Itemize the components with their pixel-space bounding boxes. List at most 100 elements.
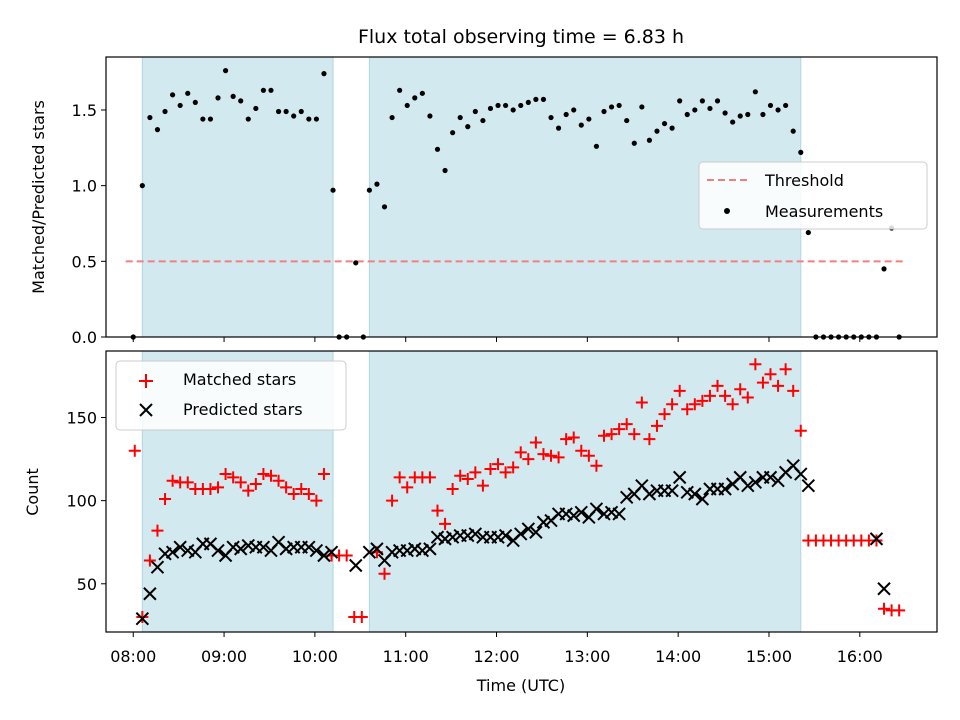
- predicted-stars-point: [498, 528, 513, 543]
- measurement-point: [397, 87, 403, 93]
- predicted-stars-point: [529, 525, 543, 539]
- x-tick-label: 10:00: [292, 647, 338, 666]
- measurement-point: [291, 113, 297, 119]
- predicted-stars-point: [589, 502, 604, 516]
- measurement-point: [374, 181, 380, 187]
- measurement-point: [321, 71, 327, 77]
- matched-stars-point: [703, 389, 716, 402]
- predicted-stars-point: [234, 542, 248, 556]
- legend-predicted-swatch: [139, 403, 153, 417]
- measurement-point: [472, 108, 478, 115]
- measurement-point: [245, 116, 251, 122]
- matched-stars-point: [681, 403, 694, 416]
- measurement-point: [661, 120, 668, 127]
- measurement-point: [881, 266, 887, 272]
- predicted-stars-point: [642, 487, 657, 501]
- matched-stars-point: [552, 451, 565, 464]
- matched-stars-point: [401, 481, 414, 494]
- measurement-point: [487, 105, 494, 112]
- measurement-point: [366, 187, 372, 193]
- measurement-point: [170, 92, 176, 98]
- measurement-point: [465, 124, 471, 130]
- predicted-stars-point: [150, 560, 165, 574]
- measurement-point: [381, 204, 388, 210]
- matched-stars-point: [537, 448, 550, 461]
- predicted-stars-point: [317, 548, 331, 563]
- measurement-point: [419, 90, 425, 96]
- top-y-tick-label: 0.5: [72, 252, 97, 271]
- measurement-point: [185, 90, 191, 96]
- x-tick-label: 09:00: [201, 647, 247, 666]
- legend-predicted-label: Predicted stars: [183, 400, 303, 419]
- matched-stars-point: [635, 396, 648, 409]
- measurement-point: [737, 113, 743, 119]
- top-y-tick-label: 1.5: [72, 101, 97, 120]
- predicted-stars-point: [688, 487, 702, 501]
- measurement-point: [775, 107, 781, 113]
- matched-stars-point: [507, 461, 520, 474]
- bottom-shaded-interval: [368, 350, 802, 633]
- predicted-stars-point: [665, 483, 679, 498]
- matched-stars-point: [257, 468, 270, 481]
- measurement-point: [646, 137, 653, 143]
- predicted-stars-point: [695, 492, 710, 506]
- measurement-point: [200, 116, 206, 122]
- measurement-point: [790, 128, 796, 134]
- measurement-point: [330, 187, 336, 193]
- matched-stars-point: [166, 474, 179, 487]
- matched-stars-point: [151, 524, 164, 537]
- matched-stars-point: [650, 419, 663, 432]
- measurement-point: [798, 149, 804, 155]
- predicted-stars-point: [794, 467, 808, 481]
- measurement-point: [442, 167, 448, 174]
- matched-stars-point: [143, 554, 156, 567]
- measurement-point: [298, 108, 304, 115]
- matched-stars-point: [159, 492, 172, 505]
- predicted-stars-point: [468, 527, 483, 541]
- matched-stars-point: [741, 391, 754, 404]
- predicted-stars-point: [521, 522, 536, 536]
- matched-stars-point: [575, 444, 588, 457]
- matched-stars-point: [590, 459, 603, 472]
- matched-stars-point: [219, 468, 232, 481]
- matched-stars-point: [423, 471, 436, 484]
- matched-stars-point: [597, 429, 610, 442]
- measurement-point: [805, 229, 811, 236]
- measurement-point: [624, 117, 630, 124]
- bottom-y-tick-label: 100: [66, 492, 97, 511]
- measurement-point: [480, 117, 486, 124]
- predicted-stars-point: [574, 505, 588, 519]
- measurement-point: [684, 111, 690, 118]
- measurement-point: [525, 99, 531, 106]
- measurement-point: [139, 183, 145, 189]
- matched-stars-point: [756, 376, 769, 389]
- matched-stars-point: [461, 473, 474, 486]
- measurement-point: [177, 102, 183, 109]
- matched-stars-point: [234, 476, 247, 489]
- matched-stars-point: [454, 469, 467, 482]
- predicted-stars-point: [165, 545, 180, 559]
- predicted-stars-point: [362, 545, 377, 559]
- measurement-point: [631, 140, 637, 146]
- predicted-stars-point: [173, 540, 187, 554]
- top-panel: 0.0 0.5 1.0 1.5 Matched/Predicted stars Thr…: [29, 56, 938, 347]
- x-tick-label: 12:00: [473, 647, 519, 666]
- matched-stars-point: [893, 604, 906, 617]
- measurement-point: [699, 98, 705, 104]
- measurement-point: [238, 98, 244, 104]
- matched-stars-point: [779, 363, 792, 376]
- measurement-point: [707, 105, 713, 112]
- measurement-point: [571, 107, 577, 113]
- bottom-legend: Matched stars Predicted stars: [115, 360, 347, 431]
- measurement-point: [207, 116, 214, 122]
- measurement-point: [745, 111, 751, 118]
- predicted-stars-point: [672, 470, 687, 485]
- measurement-point: [154, 127, 161, 133]
- measurement-point: [783, 102, 789, 109]
- top-legend-box: [698, 161, 928, 230]
- matched-stars-point: [711, 379, 724, 392]
- x-tick-label: 13:00: [564, 647, 610, 666]
- matched-stars-point: [212, 481, 225, 494]
- measurement-point: [222, 68, 229, 74]
